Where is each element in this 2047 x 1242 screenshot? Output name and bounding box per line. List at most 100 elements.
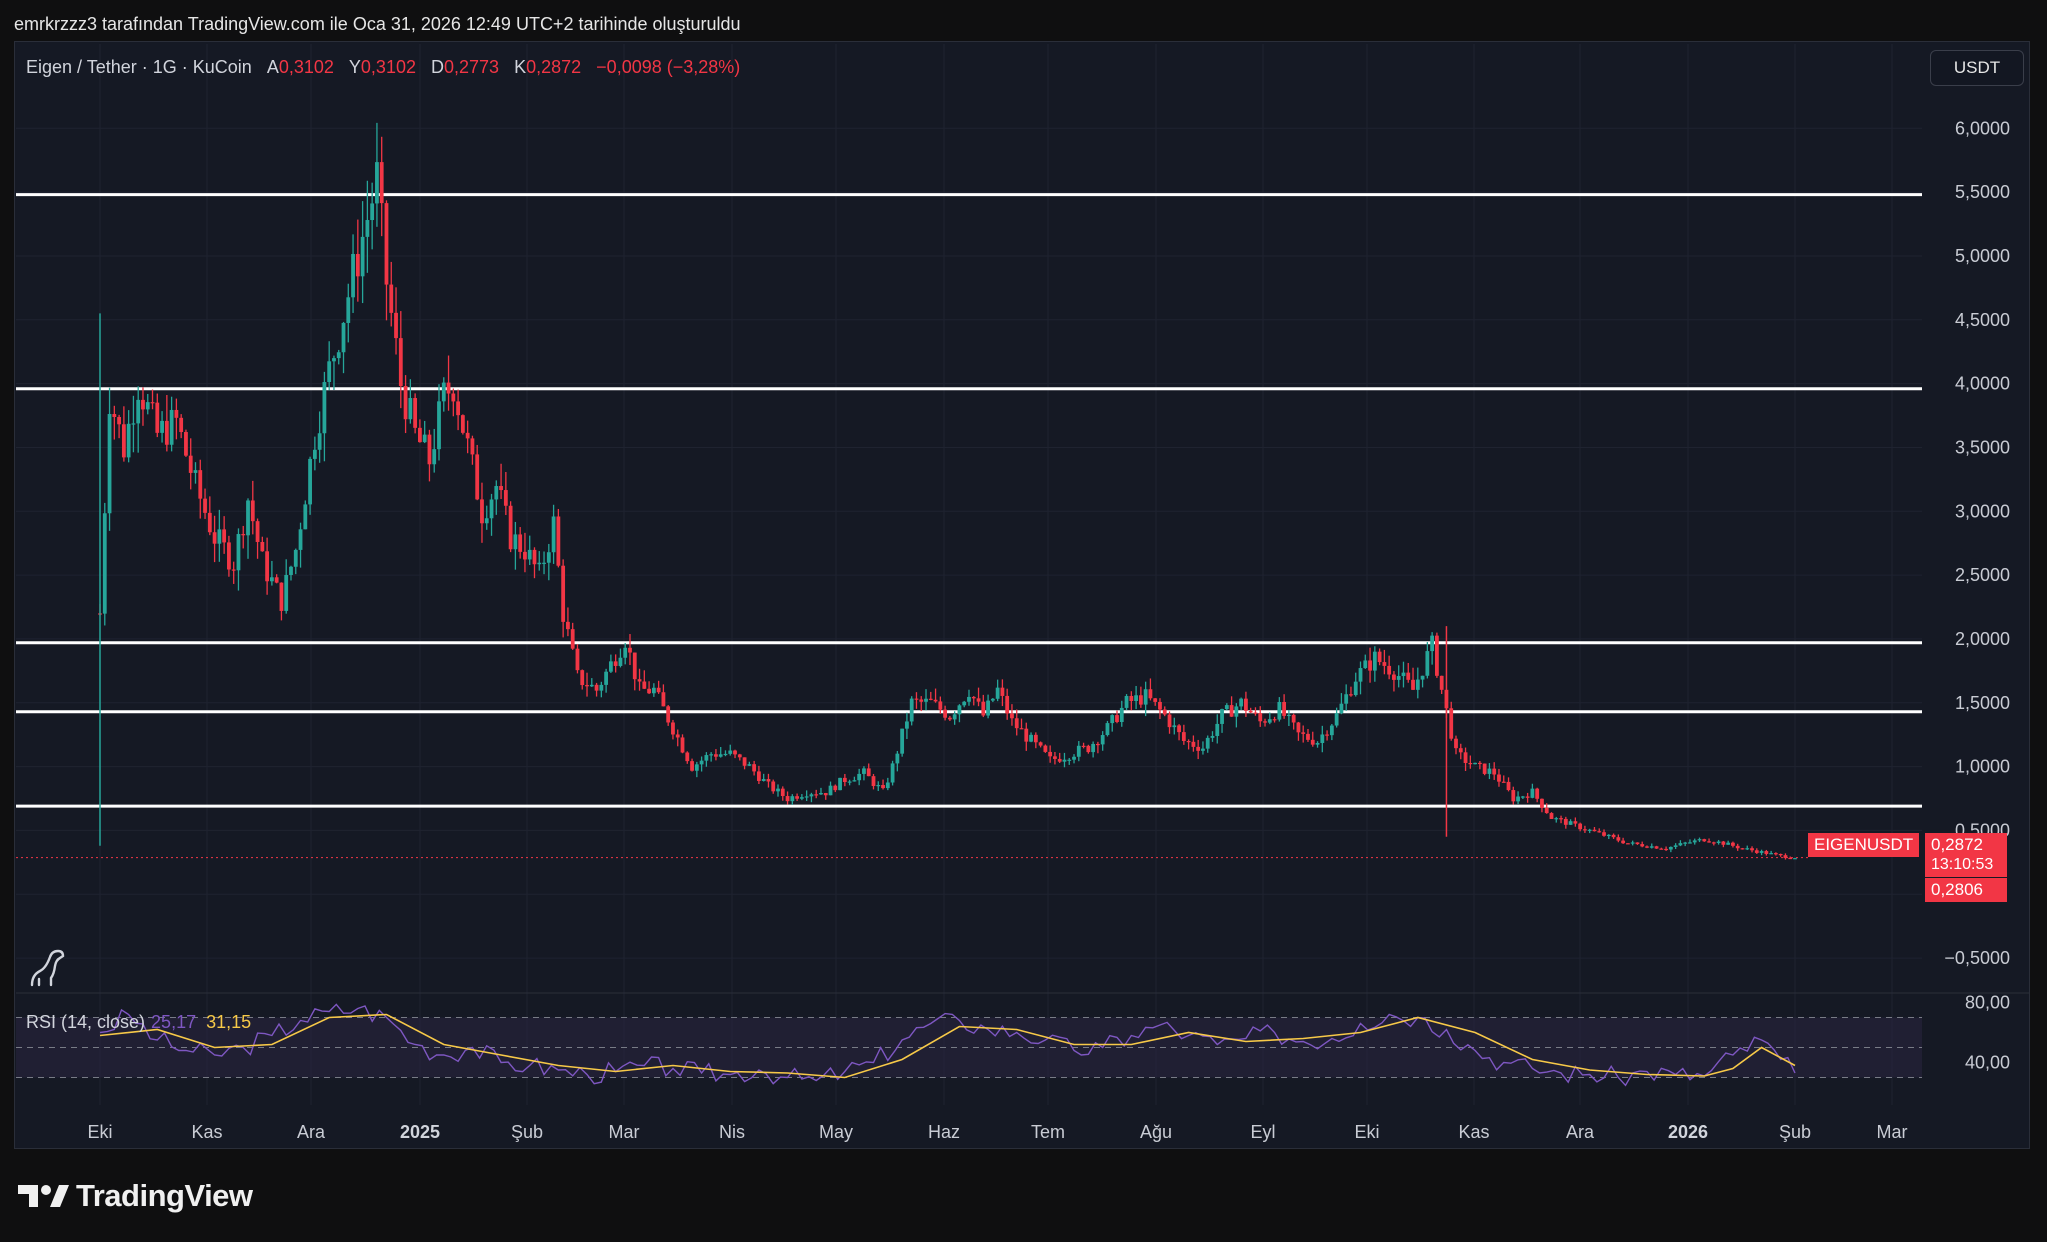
rsi-legend[interactable]: RSI (14, close) 25,17 31,15 (26, 1012, 251, 1033)
candle-body (1702, 839, 1707, 842)
candle-body (1086, 745, 1091, 753)
candle-body (656, 687, 661, 693)
candle-body (394, 312, 398, 339)
candle-body (795, 796, 799, 799)
candle-body (117, 417, 121, 425)
candle-body (1205, 737, 1210, 749)
candle-body (924, 698, 928, 702)
time-axis-label: Nis (719, 1122, 745, 1142)
candle-body (1244, 698, 1248, 711)
candle-body (1091, 743, 1096, 753)
candle-body (900, 728, 905, 754)
candle-body (341, 322, 346, 353)
candle-body (246, 500, 250, 536)
candle-body (289, 566, 293, 575)
candle-body (962, 701, 967, 706)
candle-body (131, 423, 136, 425)
candle-body (1793, 858, 1797, 860)
time-axis-label: Şub (511, 1122, 543, 1142)
candle-body (126, 423, 131, 458)
rsi-axis-label: 80,00 (1965, 993, 2010, 1013)
candle-body (408, 398, 413, 420)
candle-body (432, 449, 437, 465)
candle-body (1678, 843, 1683, 846)
candle-body (890, 763, 895, 783)
candle-body (1162, 709, 1167, 715)
candle-body (933, 699, 938, 702)
candle-body (1124, 695, 1129, 708)
time-axis-label: Tem (1031, 1122, 1065, 1142)
candle-body (136, 399, 141, 424)
candle-body (1454, 738, 1458, 749)
high-value: 0,3102 (360, 57, 416, 77)
candle-body (847, 781, 852, 783)
candle-body (599, 684, 604, 691)
candle-body (1544, 807, 1549, 814)
candle-body (336, 352, 341, 359)
candle-body (914, 698, 919, 700)
candle-body (876, 785, 881, 787)
candle-body (1210, 735, 1215, 738)
candle-body (1072, 756, 1076, 760)
price-axis-label: 3,5000 (1955, 437, 2010, 457)
candle-body (1759, 851, 1764, 853)
candle-body (680, 737, 685, 753)
candle-body (1291, 714, 1296, 723)
candle-body (747, 764, 752, 766)
candle-body (1659, 848, 1664, 850)
candle-body (1764, 851, 1769, 854)
candle-body (1387, 665, 1392, 675)
candle-body (838, 777, 842, 791)
candle-body (1592, 829, 1597, 832)
candle-body (532, 549, 537, 565)
candle-body (518, 534, 523, 552)
candle-body (957, 705, 962, 715)
candle-body (1019, 728, 1024, 730)
candle-body (255, 521, 260, 542)
candle-body (1439, 675, 1444, 690)
candle-body (718, 754, 723, 757)
candle-body (1774, 853, 1778, 855)
candle-body (1115, 715, 1119, 723)
candle-body (1568, 821, 1573, 825)
candle-body (1511, 790, 1516, 802)
price-axis-label: 4,5000 (1955, 310, 2010, 330)
candle-body (169, 409, 174, 445)
candle-body (1692, 840, 1697, 843)
time-axis-label: Mar (609, 1122, 640, 1142)
time-axis-label: Şub (1779, 1122, 1811, 1142)
candle-body (437, 401, 441, 450)
candle-body (761, 779, 766, 781)
candle-body (1215, 723, 1220, 736)
candle-body (1258, 713, 1263, 722)
symbol-info[interactable]: Eigen / Tether · 1G · KuCoin A0,3102 Y0,… (26, 57, 740, 78)
candle-body (1587, 829, 1592, 831)
symbol-name[interactable]: Eigen / Tether · 1G · KuCoin (26, 57, 252, 77)
candle-body (150, 402, 155, 404)
candle-body (1492, 768, 1497, 775)
time-axis-label: May (819, 1122, 853, 1142)
tradingview-logo[interactable]: TradingView (16, 1178, 253, 1213)
candle-body (967, 696, 971, 702)
candle-body (355, 253, 360, 277)
candle-body (298, 529, 303, 550)
candle-body (1325, 734, 1329, 736)
candle-body (742, 757, 747, 766)
candle-body (1606, 834, 1611, 837)
candle-body (1559, 818, 1563, 820)
candle-body (1396, 676, 1401, 680)
candle-body (651, 687, 656, 694)
candle-body (160, 420, 164, 433)
candle-body (1664, 848, 1668, 851)
candle-body (580, 670, 585, 686)
candle-body (332, 358, 336, 362)
candle-body (647, 688, 651, 694)
candle-body (814, 794, 819, 796)
candle-body (1520, 796, 1525, 798)
currency-button[interactable]: USDT (1930, 50, 2024, 86)
open-value: 0,3102 (278, 57, 334, 77)
chart-frame[interactable] (14, 41, 2030, 1149)
price-axis-label: 2,5000 (1955, 565, 2010, 585)
candle-body (274, 577, 279, 583)
